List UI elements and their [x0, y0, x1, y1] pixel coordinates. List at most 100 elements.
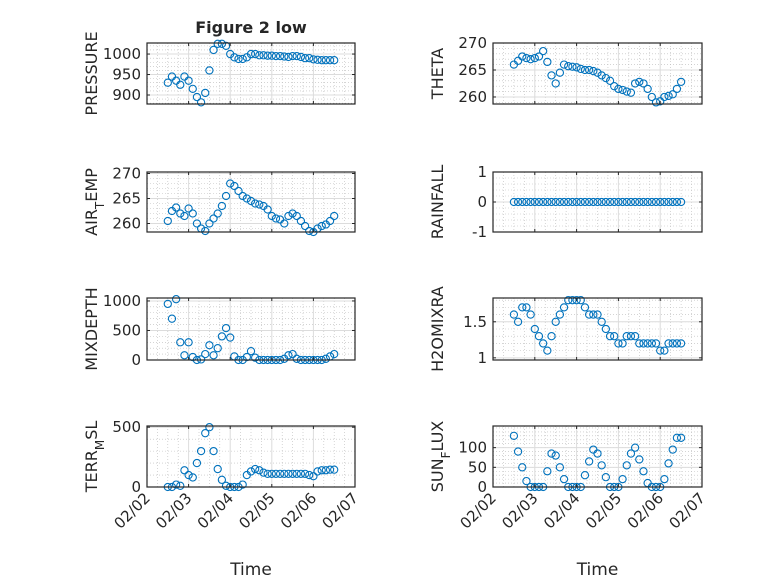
- data-point: [534, 332, 544, 341]
- data-point: [526, 197, 535, 207]
- y-tick-label: 1: [477, 163, 487, 181]
- data-point: [267, 469, 276, 478]
- data-point: [242, 352, 251, 362]
- data-point: [238, 54, 247, 64]
- data-point: [622, 461, 631, 470]
- data-point: [313, 55, 322, 64]
- data-point: [643, 197, 652, 207]
- data-point: [622, 87, 631, 96]
- y-axis-label: TERRMSL: [82, 421, 107, 494]
- axes-rainfall: -1 0 1 RAINFALL: [428, 163, 703, 241]
- data-point: [251, 464, 260, 474]
- data-point: [547, 71, 556, 80]
- x-tick-label: 02/03: [152, 489, 195, 532]
- data-point: [217, 39, 227, 48]
- data-point: [559, 303, 569, 312]
- data-point: [234, 186, 243, 196]
- data-point: [284, 351, 293, 360]
- data-point: [572, 197, 581, 207]
- data-point: [213, 464, 222, 474]
- data-point: [509, 197, 519, 207]
- data-point: [263, 51, 272, 60]
- data-point: [630, 332, 640, 341]
- data-point: [559, 197, 569, 207]
- data-point: [672, 433, 682, 442]
- data-point: [234, 54, 243, 64]
- data-point: [255, 466, 264, 475]
- data-point: [163, 78, 172, 87]
- x-axis-label: Time: [576, 560, 619, 580]
- data-point: [263, 205, 272, 214]
- data-point: [547, 449, 556, 458]
- y-axis-label: H2OMIXRA: [428, 286, 447, 372]
- axes-box: [492, 42, 703, 105]
- data-point: [251, 199, 260, 208]
- data-point: [280, 52, 289, 61]
- data-point: [543, 346, 552, 355]
- data-point: [317, 56, 326, 65]
- data-point: [280, 469, 289, 478]
- data-point: [639, 79, 648, 88]
- data-point: [626, 197, 636, 207]
- data-point: [635, 197, 644, 207]
- data-point: [196, 446, 206, 456]
- data-point: [555, 68, 565, 77]
- data-point: [284, 211, 293, 221]
- data-point: [530, 324, 539, 334]
- data-point: [589, 66, 598, 76]
- y-tick-label: 1: [477, 349, 487, 367]
- data-point: [610, 197, 619, 207]
- data-point: [639, 467, 648, 476]
- data-point: [597, 71, 606, 80]
- data-point: [580, 65, 590, 75]
- data-point: [656, 197, 665, 207]
- x-axis-label: Time: [229, 560, 272, 580]
- data-point: [330, 465, 339, 474]
- data-point: [217, 332, 227, 341]
- data-point: [526, 310, 535, 319]
- data-point: [171, 480, 181, 489]
- y-tick-label: 500: [112, 418, 141, 436]
- data-point: [246, 467, 256, 476]
- data-point: [618, 197, 627, 207]
- y-tick-label: 260: [458, 88, 487, 106]
- data-point: [192, 219, 202, 228]
- y-axis-label: THETA: [428, 48, 447, 100]
- data-point: [209, 214, 218, 223]
- y-tick-label: 50: [468, 458, 487, 476]
- data-point: [325, 465, 335, 474]
- data-point: [664, 339, 673, 348]
- data-point: [660, 197, 669, 207]
- data-point: [213, 344, 222, 353]
- data-point: [547, 332, 556, 341]
- data-point: [305, 53, 314, 63]
- data-point: [668, 339, 677, 348]
- data-point: [321, 466, 331, 475]
- data-point: [180, 211, 189, 221]
- y-tick-label: 1.5: [463, 313, 487, 331]
- data-point: [296, 52, 306, 62]
- data-point: [639, 197, 648, 207]
- axes-box: [492, 425, 703, 488]
- data-point: [584, 457, 594, 466]
- data-point: [547, 197, 556, 207]
- data-point: [271, 469, 281, 478]
- data-point: [184, 470, 193, 480]
- data-point: [597, 461, 606, 470]
- axes-box: [146, 42, 356, 105]
- data-point: [213, 209, 222, 218]
- data-point: [325, 56, 335, 65]
- data-point: [288, 349, 297, 359]
- data-point: [555, 463, 565, 472]
- data-point: [593, 197, 602, 207]
- axes-box: [146, 297, 356, 361]
- data-point: [518, 197, 527, 207]
- data-point: [630, 443, 640, 452]
- axes-sun-flux: 050100SUNFLUX02/0202/0302/0402/0502/0602…: [428, 421, 709, 580]
- data-point: [300, 221, 310, 231]
- data-point: [221, 481, 231, 490]
- data-point: [626, 332, 636, 341]
- data-point: [246, 196, 256, 206]
- y-tick-label: 260: [112, 215, 141, 233]
